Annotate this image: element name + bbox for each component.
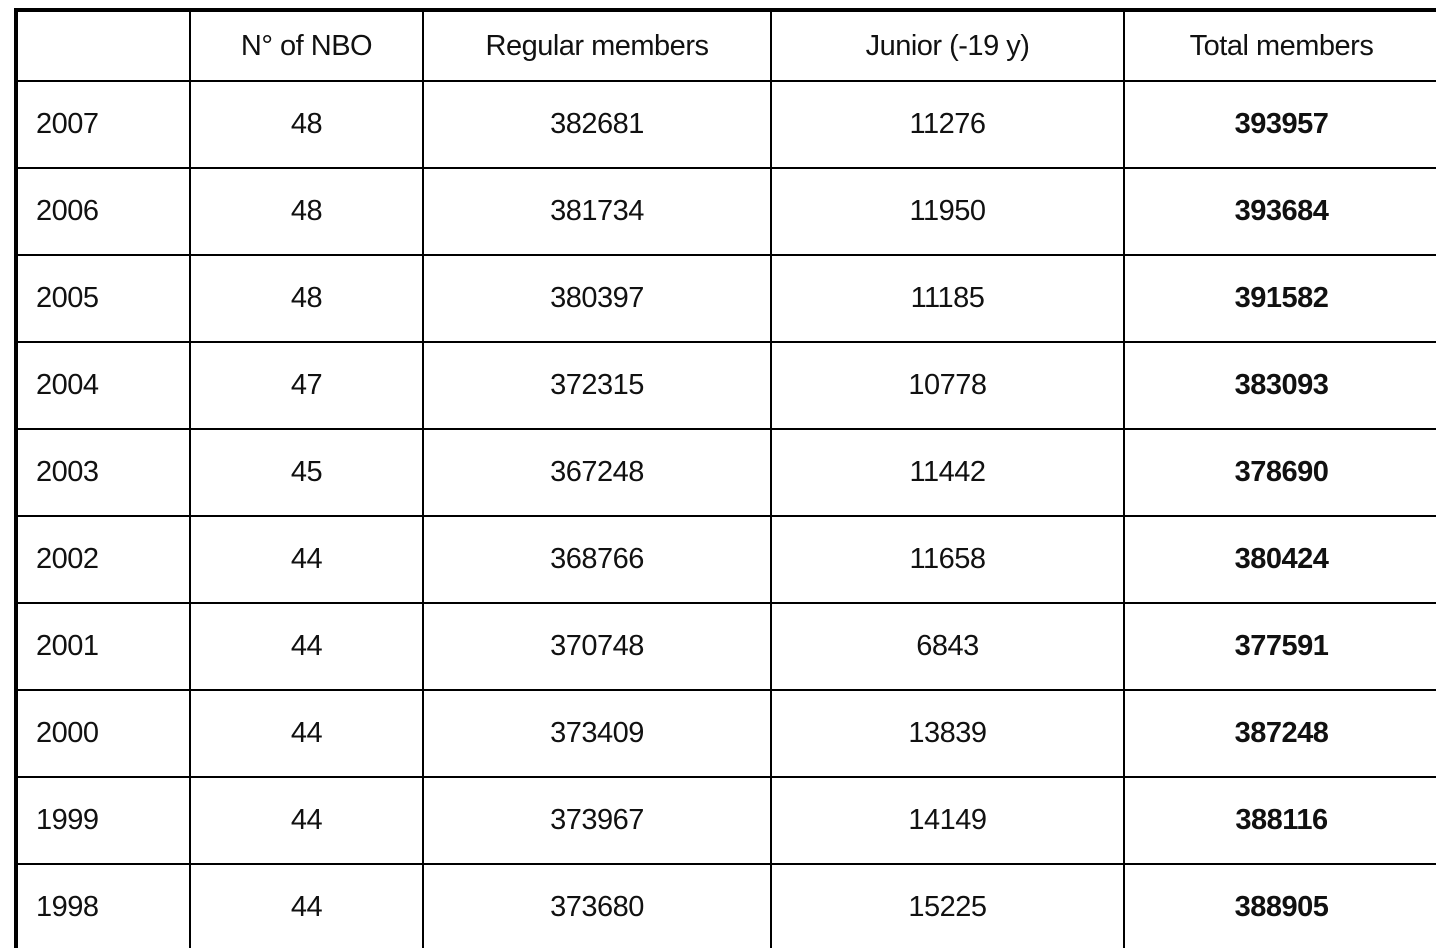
value-cell: 44 — [189, 603, 423, 691]
header-cell: Total members — [1123, 8, 1436, 82]
year-cell: 2000 — [14, 690, 190, 778]
year-cell: 1999 — [14, 777, 190, 865]
header-cell: Junior (-19 y) — [770, 8, 1124, 82]
data-row: 2000 44 373409 13839 387248 — [14, 690, 1436, 778]
data-row: 2007 48 382681 11276 393957 — [14, 81, 1436, 169]
data-row: 2006 48 381734 11950 393684 — [14, 168, 1436, 256]
value-cell: 393684 — [1123, 168, 1436, 256]
data-row: 2004 47 372315 10778 383093 — [14, 342, 1436, 430]
value-cell: 11950 — [770, 168, 1124, 256]
value-cell: 48 — [189, 81, 423, 169]
year-cell: 2006 — [14, 168, 190, 256]
header-cell — [14, 8, 190, 82]
value-cell: 44 — [189, 690, 423, 778]
membership-table: N° of NBO Regular members Junior (-19 y) To… — [14, 8, 1436, 948]
value-cell: 377591 — [1123, 603, 1436, 691]
value-cell: 44 — [189, 864, 423, 948]
value-cell: 388905 — [1123, 864, 1436, 948]
value-cell: 387248 — [1123, 690, 1436, 778]
value-cell: 383093 — [1123, 342, 1436, 430]
value-cell: 47 — [189, 342, 423, 430]
value-cell: 380397 — [422, 255, 771, 343]
value-cell: 11658 — [770, 516, 1124, 604]
value-cell: 11185 — [770, 255, 1124, 343]
data-row: 2003 45 367248 11442 378690 — [14, 429, 1436, 517]
value-cell: 44 — [189, 777, 423, 865]
value-cell: 44 — [189, 516, 423, 604]
value-cell: 391582 — [1123, 255, 1436, 343]
data-row: 1998 44 373680 15225 388905 — [14, 864, 1436, 948]
value-cell: 373680 — [422, 864, 771, 948]
value-cell: 380424 — [1123, 516, 1436, 604]
value-cell: 45 — [189, 429, 423, 517]
year-cell: 2001 — [14, 603, 190, 691]
table-container: N° of NBO Regular members Junior (-19 y) To… — [14, 8, 1436, 948]
value-cell: 11442 — [770, 429, 1124, 517]
value-cell: 373967 — [422, 777, 771, 865]
value-cell: 372315 — [422, 342, 771, 430]
year-cell: 2005 — [14, 255, 190, 343]
value-cell: 382681 — [422, 81, 771, 169]
data-row: 2001 44 370748 6843 377591 — [14, 603, 1436, 691]
value-cell: 15225 — [770, 864, 1124, 948]
value-cell: 370748 — [422, 603, 771, 691]
year-cell: 2007 — [14, 81, 190, 169]
value-cell: 368766 — [422, 516, 771, 604]
value-cell: 6843 — [770, 603, 1124, 691]
value-cell: 388116 — [1123, 777, 1436, 865]
table-body: N° of NBO Regular members Junior (-19 y) To… — [14, 8, 1436, 948]
year-cell: 2002 — [14, 516, 190, 604]
header-cell: N° of NBO — [189, 8, 423, 82]
year-cell: 1998 — [14, 864, 190, 948]
value-cell: 378690 — [1123, 429, 1436, 517]
data-row: 1999 44 373967 14149 388116 — [14, 777, 1436, 865]
value-cell: 48 — [189, 255, 423, 343]
header-row: N° of NBO Regular members Junior (-19 y) To… — [14, 8, 1436, 82]
data-row: 2005 48 380397 11185 391582 — [14, 255, 1436, 343]
value-cell: 373409 — [422, 690, 771, 778]
year-cell: 2004 — [14, 342, 190, 430]
value-cell: 381734 — [422, 168, 771, 256]
header-cell: Regular members — [422, 8, 771, 82]
value-cell: 393957 — [1123, 81, 1436, 169]
value-cell: 48 — [189, 168, 423, 256]
value-cell: 13839 — [770, 690, 1124, 778]
value-cell: 367248 — [422, 429, 771, 517]
value-cell: 11276 — [770, 81, 1124, 169]
value-cell: 14149 — [770, 777, 1124, 865]
year-cell: 2003 — [14, 429, 190, 517]
data-row: 2002 44 368766 11658 380424 — [14, 516, 1436, 604]
value-cell: 10778 — [770, 342, 1124, 430]
